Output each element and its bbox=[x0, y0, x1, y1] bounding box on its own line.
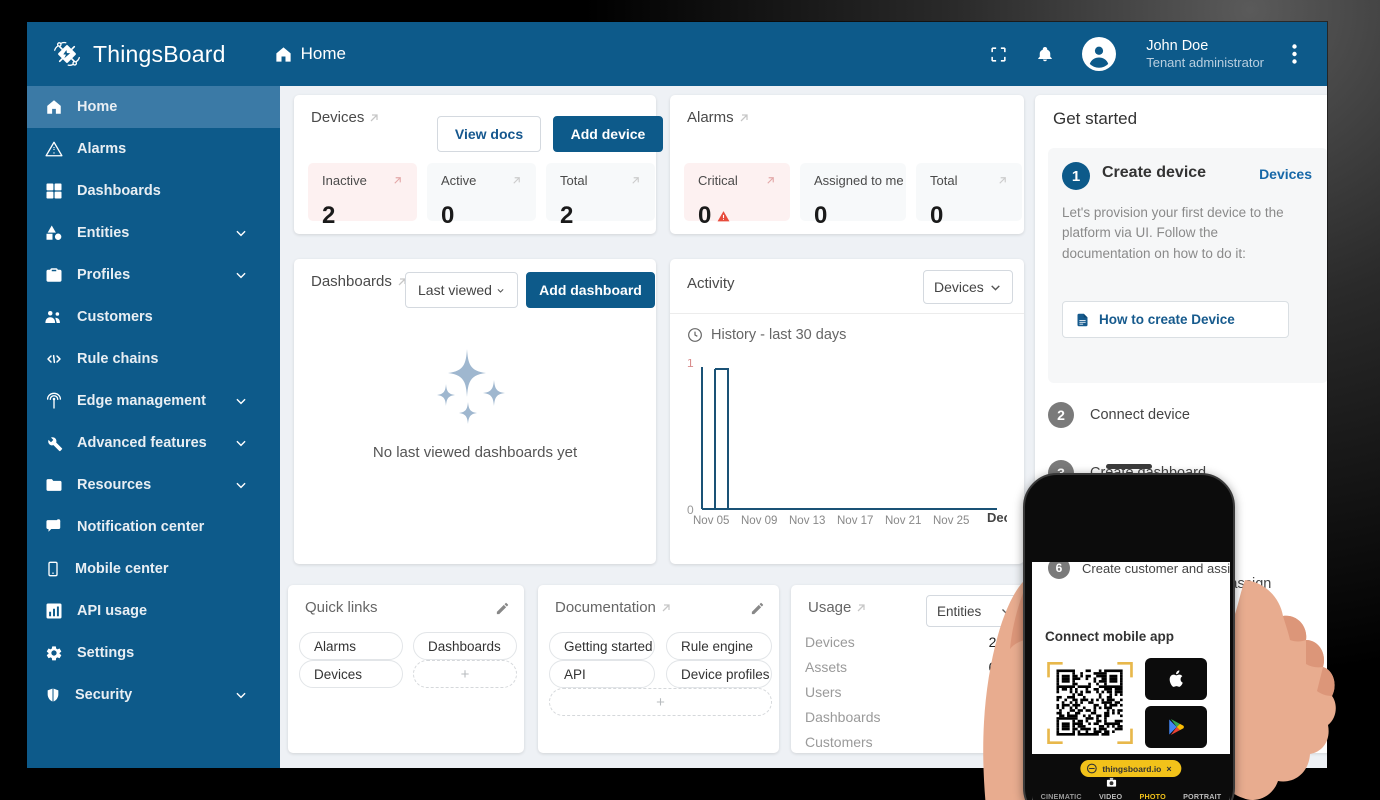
svg-text:Nov 25: Nov 25 bbox=[933, 515, 969, 524]
svg-text:Nov 09: Nov 09 bbox=[741, 515, 777, 524]
svg-text:Nov 21: Nov 21 bbox=[885, 515, 921, 524]
svg-text:Dec: Dec bbox=[987, 510, 1007, 524]
svg-text:1: 1 bbox=[687, 359, 694, 370]
svg-text:Nov 05: Nov 05 bbox=[693, 515, 729, 524]
svg-text:Nov 17: Nov 17 bbox=[837, 515, 873, 524]
svg-text:Nov 13: Nov 13 bbox=[789, 515, 825, 524]
